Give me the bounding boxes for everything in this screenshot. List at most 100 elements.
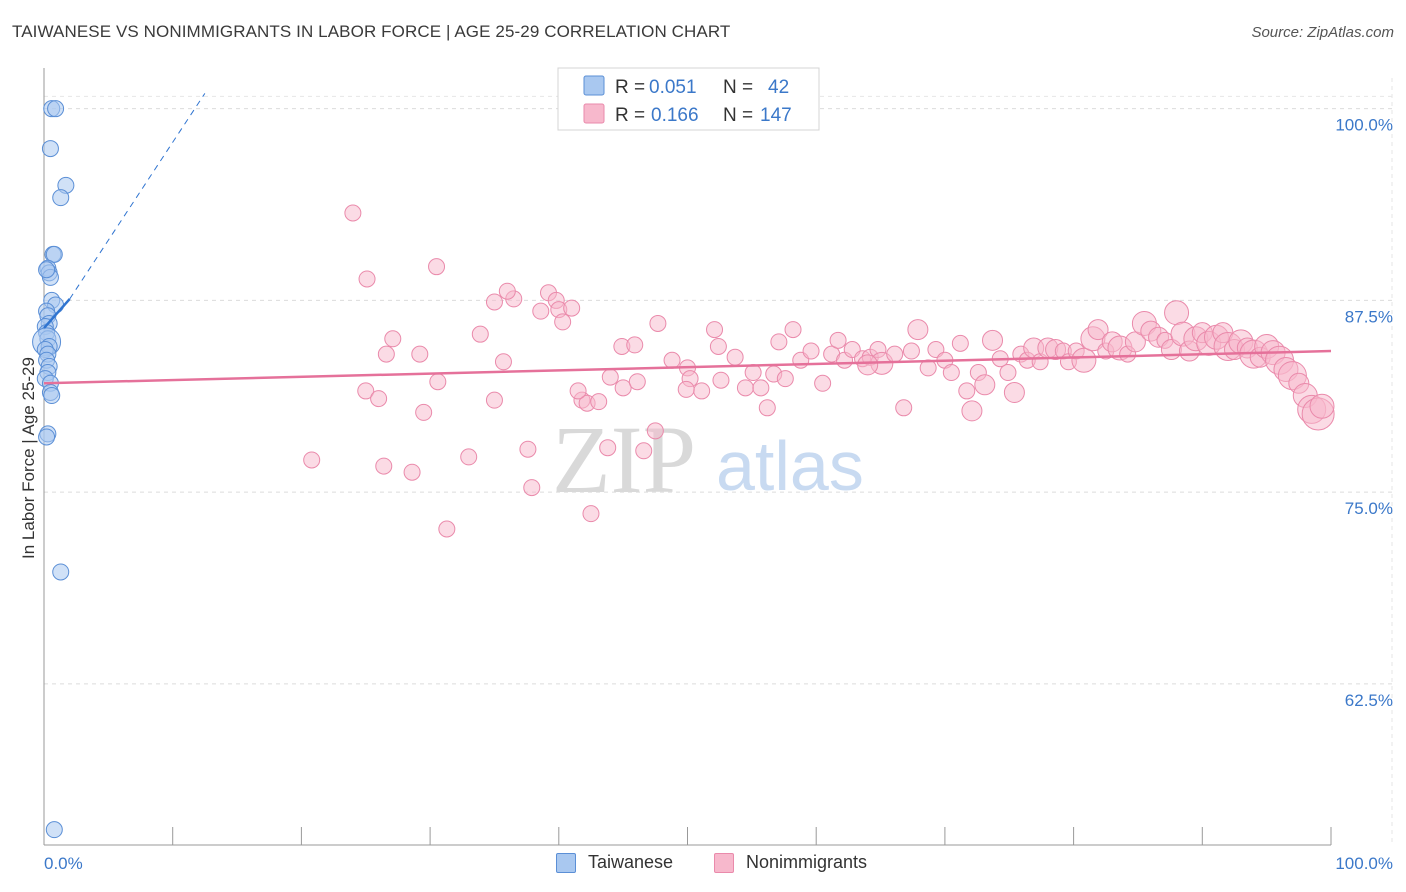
point-taiwanese-4 <box>52 189 70 207</box>
point-nonimmigrants-49 <box>706 321 724 339</box>
point-nonimmigrants-13 <box>384 330 402 348</box>
point-nonimmigrants-85 <box>999 364 1017 382</box>
point-nonimmigrants-28 <box>438 520 456 538</box>
legend-swatch-taiwanese-bottom <box>556 852 576 873</box>
point-taiwanese-10 <box>38 261 56 279</box>
chart-source: Source: ZipAtlas.com <box>1251 24 1394 41</box>
point-nonimmigrants-17 <box>429 373 447 391</box>
point-nonimmigrants-32 <box>590 393 608 411</box>
watermark-atlas: atlas <box>716 427 864 505</box>
watermark: ZIP atlas <box>552 406 864 513</box>
legend-n-label-taiwanese: N = <box>723 77 753 98</box>
point-nonimmigrants-77 <box>942 364 960 382</box>
y-tick-label-1: 87.5% <box>1345 307 1393 326</box>
point-nonimmigrants-78 <box>951 334 969 352</box>
point-nonimmigrants-71 <box>895 399 913 417</box>
chart-title: TAIWANESE VS NONIMMIGRANTS IN LABOR FORC… <box>12 22 731 41</box>
point-nonimmigrants-43 <box>663 351 681 369</box>
point-nonimmigrants-54 <box>752 379 770 397</box>
point-taiwanese-2 <box>41 140 59 158</box>
point-nonimmigrants-6 <box>532 302 550 320</box>
point-nonimmigrants-70 <box>886 345 904 363</box>
trend-taiwanese-extension <box>69 93 206 300</box>
stats-legend: R = 0.051 N = 42 R = 0.166 N = 147 <box>557 67 820 131</box>
trend-taiwanese <box>43 298 71 329</box>
point-nonimmigrants-134 <box>758 399 776 417</box>
point-nonimmigrants-73 <box>907 319 929 341</box>
point-nonimmigrants-22 <box>303 451 321 469</box>
point-nonimmigrants-42 <box>649 314 667 332</box>
legend-item-nonimmigrants[interactable]: Nonimmigrants <box>714 852 867 873</box>
point-nonimmigrants-98 <box>1087 319 1109 341</box>
point-nonimmigrants-61 <box>814 374 832 392</box>
legend-label-nonimmigrants: Nonimmigrants <box>746 852 868 872</box>
point-nonimmigrants-33 <box>569 382 587 400</box>
point-nonimmigrants-79 <box>958 382 976 400</box>
point-nonimmigrants-15 <box>411 345 429 363</box>
point-taiwanese-6 <box>45 245 63 263</box>
point-nonimmigrants-109 <box>1164 300 1190 326</box>
point-taiwanese-33 <box>45 821 63 839</box>
legend-r-label-taiwanese: R = <box>615 77 645 98</box>
point-nonimmigrants-18 <box>357 382 375 400</box>
point-nonimmigrants-20 <box>415 403 433 421</box>
point-nonimmigrants-72 <box>902 342 920 360</box>
trend-lines <box>43 93 1332 385</box>
point-nonimmigrants-0 <box>344 204 362 222</box>
legend-swatch-nonimmigrants-bottom <box>714 852 734 873</box>
point-taiwanese-32 <box>52 563 70 581</box>
point-nonimmigrants-3 <box>485 293 503 311</box>
point-nonimmigrants-36 <box>628 373 646 391</box>
point-nonimmigrants-38 <box>635 442 653 460</box>
point-nonimmigrants-39 <box>599 439 617 457</box>
point-nonimmigrants-11 <box>563 299 581 317</box>
x-tick-label-0: 0.0% <box>44 854 83 873</box>
point-nonimmigrants-58 <box>784 321 802 339</box>
point-nonimmigrants-2 <box>428 258 446 276</box>
point-nonimmigrants-86 <box>1003 381 1025 403</box>
point-nonimmigrants-80 <box>961 400 983 422</box>
point-nonimmigrants-34 <box>601 368 619 386</box>
legend-n-value-taiwanese: 42 <box>768 77 789 98</box>
legend-r-value-nonimmigrants: 0.166 <box>651 105 699 126</box>
y-tick-label-3: 62.5% <box>1345 691 1393 710</box>
axes <box>43 68 1332 846</box>
y-tick-labels: 100.0% 87.5% 75.0% 62.5% <box>1335 116 1393 710</box>
point-nonimmigrants-5 <box>498 282 516 300</box>
legend-label-taiwanese: Taiwanese <box>588 852 674 872</box>
series-taiwanese <box>32 100 75 839</box>
point-nonimmigrants-82 <box>974 374 996 396</box>
point-nonimmigrants-10 <box>554 313 572 331</box>
point-taiwanese-31 <box>38 428 56 446</box>
point-nonimmigrants-96 <box>1071 347 1097 373</box>
point-nonimmigrants-133 <box>857 354 879 376</box>
point-nonimmigrants-24 <box>403 463 421 481</box>
legend-swatch-nonimmigrants <box>583 103 605 124</box>
legend-r-label-nonimmigrants: R = <box>615 105 645 126</box>
point-nonimmigrants-56 <box>776 370 794 388</box>
trend-nonimmigrants <box>43 349 1332 385</box>
series-nonimmigrants <box>303 204 1335 538</box>
legend-item-taiwanese[interactable]: Taiwanese <box>556 852 673 873</box>
point-nonimmigrants-21 <box>485 391 503 409</box>
point-nonimmigrants-14 <box>377 345 395 363</box>
point-nonimmigrants-132 <box>1309 393 1335 419</box>
point-nonimmigrants-47 <box>677 380 695 398</box>
point-nonimmigrants-1 <box>358 270 376 288</box>
point-nonimmigrants-19 <box>370 390 388 408</box>
point-nonimmigrants-52 <box>736 379 754 397</box>
point-nonimmigrants-48 <box>712 371 730 389</box>
x-tick-label-1: 100.0% <box>1335 854 1393 873</box>
point-nonimmigrants-46 <box>693 382 711 400</box>
x-tick-labels: 0.0% 100.0% <box>44 854 1393 873</box>
legend-r-value-taiwanese: 0.051 <box>649 77 697 98</box>
point-nonimmigrants-23 <box>375 457 393 475</box>
point-nonimmigrants-25 <box>460 448 478 466</box>
legend-n-label-nonimmigrants: N = <box>723 105 753 126</box>
y-tick-label-2: 75.0% <box>1345 499 1393 518</box>
point-taiwanese-29 <box>43 387 61 405</box>
legend-swatch-taiwanese <box>583 75 605 96</box>
point-nonimmigrants-50 <box>709 337 727 355</box>
point-nonimmigrants-16 <box>494 353 512 371</box>
